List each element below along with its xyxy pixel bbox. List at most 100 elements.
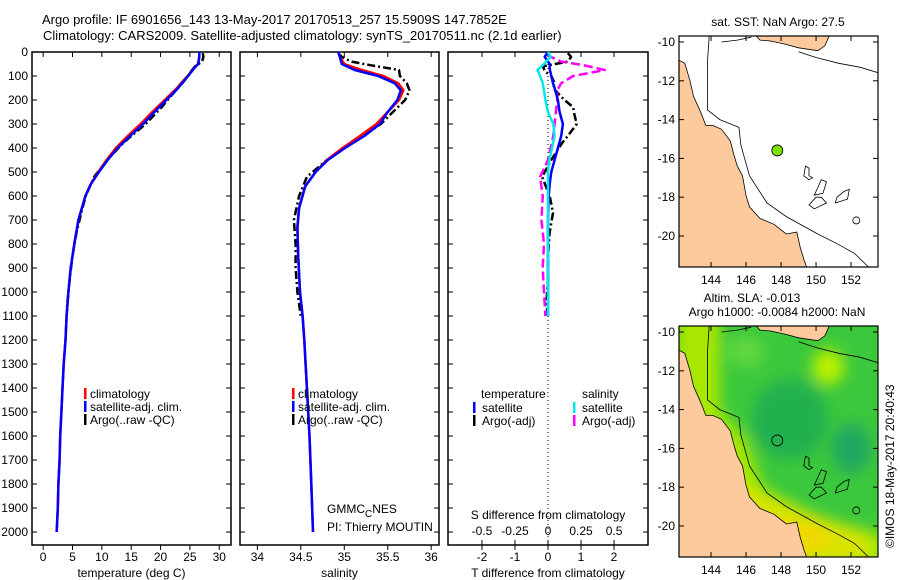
depth-tick-label: 1900 — [1, 501, 28, 515]
legend-swatch — [292, 388, 295, 399]
x-tick-label: 1 — [578, 550, 585, 564]
lat-tick-label: -14 — [658, 113, 676, 127]
x-tick-label: 34.5 — [289, 550, 313, 564]
map-frame — [678, 35, 879, 268]
depth-tick-label: 1100 — [2, 309, 28, 323]
s-tick-label: -0.25 — [501, 524, 529, 538]
land-australia — [679, 349, 808, 557]
lon-tick-label: 152 — [841, 563, 861, 577]
depth-tick-label: 1700 — [1, 453, 28, 467]
depth-tick-label: 100 — [8, 69, 28, 83]
s-tick-label: 0 — [545, 524, 552, 538]
x-tick-label: 35.5 — [376, 550, 400, 564]
lon-tick-label: 146 — [736, 563, 756, 577]
bathymetry-contour — [707, 36, 869, 267]
depth-tick-label: 1000 — [1, 285, 28, 299]
land-australia — [679, 59, 808, 267]
depth-tick-label: 900 — [8, 261, 28, 275]
lat-tick-label: -18 — [658, 480, 676, 494]
legend-swatch — [84, 414, 87, 425]
legend-swatch — [84, 388, 87, 399]
legend-label: Argo(-adj) — [482, 414, 535, 428]
legend-label: climatology — [298, 387, 358, 401]
reef-island — [808, 196, 828, 210]
land-papua-new-guinea — [755, 326, 830, 342]
reef-island — [808, 486, 828, 500]
depth-tick-label: 400 — [8, 141, 28, 155]
gmmc-credit: GMMCCNES — [327, 502, 397, 520]
x-tick-label: 10 — [95, 550, 109, 564]
legend-swatch — [473, 415, 476, 426]
legend-swatch — [84, 401, 87, 412]
sla-map-title: Altim. SLA: -0.013 — [704, 291, 801, 305]
legend-swatch — [292, 401, 295, 412]
bathymetry-contour — [798, 341, 878, 364]
reef-island — [813, 469, 827, 486]
depth-tick-label: 700 — [8, 213, 28, 227]
series-line-satellite-adj-clim- — [296, 51, 403, 533]
depth-tick-label: 1300 — [1, 357, 28, 371]
reef-island — [803, 165, 814, 181]
depth-tick-label: 800 — [8, 237, 28, 251]
reef-island — [834, 188, 850, 204]
s-tick-label: 0.5 — [606, 524, 623, 538]
x-axis-label: temperature (deg C) — [77, 566, 185, 580]
reef-island — [834, 478, 850, 494]
legend-label: satellite — [582, 401, 623, 415]
reef-island — [803, 455, 814, 471]
legend-swatch — [573, 415, 576, 426]
depth-tick-label: 1600 — [1, 429, 28, 443]
x-tick-label: 2 — [611, 550, 618, 564]
sst-map-title: sat. SST: NaN Argo: 27.5 — [711, 15, 845, 29]
other-float-marker — [852, 216, 861, 225]
legend-label: satellite-adj. clim. — [90, 400, 182, 414]
lat-tick-label: -14 — [658, 403, 676, 417]
bathymetry-contour — [721, 326, 752, 333]
lon-tick-label: 148 — [771, 563, 791, 577]
depth-tick-label: 1500 — [1, 405, 28, 419]
legend-label: satellite-adj. clim. — [298, 400, 390, 414]
depth-tick-label: 2000 — [1, 525, 28, 539]
lat-tick-label: -16 — [658, 151, 676, 165]
lon-tick-label: 144 — [701, 273, 721, 287]
reef-island — [813, 179, 827, 196]
lon-tick-label: 144 — [701, 563, 721, 577]
legend-header-salinity: salinity — [582, 387, 619, 401]
salinity-panel: 34 34.5 35 35.5 36 salinity climatologysatelli… — [239, 51, 440, 580]
x-tick-label: 30 — [213, 550, 227, 564]
legend-label: Argo(..raw -QC) — [298, 413, 383, 427]
sst-map: 144 146 148 150 152 -10 -12 -14 -16 -18 -20 — [658, 35, 879, 287]
lat-tick-label: -10 — [658, 325, 676, 339]
depth-tick-label: 1200 — [1, 333, 28, 347]
depth-tick-label: 0 — [21, 45, 28, 59]
argo-height-title: Argo h1000: -0.0084 h2000: NaN — [689, 305, 866, 319]
sla-map: 144 146 148 150 152 -10 -12 -14 -16 -18 -20 — [658, 325, 879, 577]
bathymetry-contour — [707, 326, 869, 557]
x-tick-label: 0 — [545, 550, 552, 564]
lon-tick-label: 146 — [736, 273, 756, 287]
map-frame — [678, 325, 879, 558]
legend-swatch — [292, 414, 295, 425]
difference-panel: -2 -1 0 1 2 T difference from climatology -0.5… — [447, 51, 649, 580]
title-line-1: Argo profile: IF 6901656_143 13-May-2017… — [42, 12, 507, 27]
legend-label: climatology — [90, 387, 150, 401]
lon-tick-label: 150 — [806, 563, 826, 577]
land-papua-new-guinea — [755, 36, 830, 52]
imos-timestamp: ©IMOS 18-May-2017 20:40:43 — [883, 384, 897, 548]
x-tick-label: 35 — [338, 550, 352, 564]
lat-tick-label: -12 — [658, 364, 676, 378]
depth-tick-label: 500 — [8, 165, 28, 179]
argo-position-marker — [771, 144, 784, 157]
s-axis-label: S difference from climatology — [471, 508, 626, 522]
x-tick-label: 0 — [40, 550, 47, 564]
x-tick-label: 20 — [154, 550, 168, 564]
series-line-s-satellite — [536, 51, 556, 316]
bathymetry-contour — [721, 36, 752, 43]
temperature-frame — [31, 51, 232, 546]
legend-swatch — [573, 402, 576, 413]
lat-tick-label: -20 — [658, 229, 676, 243]
lon-tick-label: 150 — [806, 273, 826, 287]
x-tick-label: 5 — [69, 550, 76, 564]
pi-credit: PI: Thierry MOUTIN — [327, 520, 433, 534]
